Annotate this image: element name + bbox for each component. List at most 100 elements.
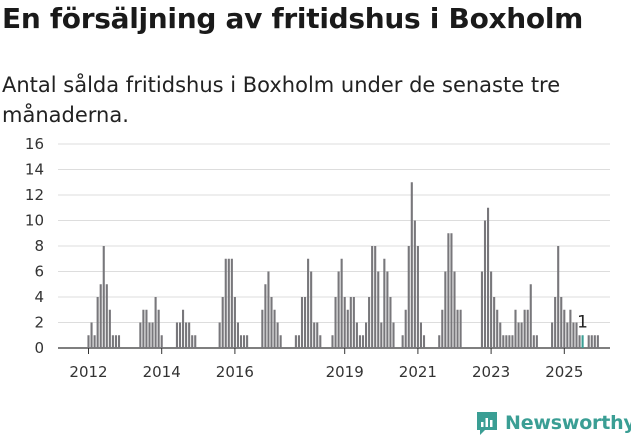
bar bbox=[331, 335, 334, 348]
bar bbox=[401, 335, 404, 348]
bar bbox=[279, 335, 282, 348]
bar bbox=[273, 309, 276, 348]
bar bbox=[102, 246, 105, 348]
bar bbox=[416, 246, 419, 348]
bar bbox=[233, 297, 236, 348]
bar bbox=[276, 322, 279, 348]
bar bbox=[554, 297, 557, 348]
bar bbox=[304, 297, 307, 348]
bar bbox=[334, 297, 337, 348]
bar bbox=[246, 335, 249, 348]
bar bbox=[340, 258, 343, 348]
bar bbox=[563, 309, 566, 348]
bar bbox=[535, 335, 538, 348]
bar bbox=[459, 309, 462, 348]
bar bbox=[114, 335, 117, 348]
bar bbox=[142, 309, 145, 348]
bar bbox=[419, 322, 422, 348]
bar bbox=[230, 258, 233, 348]
bar bbox=[294, 335, 297, 348]
bar bbox=[520, 322, 523, 348]
bar bbox=[221, 297, 224, 348]
x-tick-label: 2014 bbox=[143, 363, 181, 381]
bar bbox=[511, 335, 514, 348]
bar bbox=[383, 258, 386, 348]
bar bbox=[185, 322, 188, 348]
bar bbox=[505, 335, 508, 348]
x-tick-label: 2023 bbox=[472, 363, 510, 381]
bar bbox=[575, 322, 578, 348]
bar bbox=[578, 335, 581, 348]
bar bbox=[374, 246, 377, 348]
bar bbox=[224, 258, 227, 348]
bar bbox=[560, 297, 563, 348]
bar bbox=[444, 271, 447, 348]
bar bbox=[87, 335, 90, 348]
bar bbox=[361, 335, 365, 348]
bar bbox=[490, 271, 493, 348]
bar bbox=[182, 309, 185, 348]
axis-labels: 0 2 4 6 8 10 12 14 16 2012 2014 2016 2019 2021 2023 202… bbox=[25, 135, 588, 381]
bar bbox=[523, 309, 526, 348]
bar bbox=[413, 220, 416, 348]
bar bbox=[358, 335, 361, 348]
bar bbox=[590, 335, 593, 348]
bar bbox=[145, 309, 148, 348]
bar bbox=[596, 335, 599, 348]
bar bbox=[99, 284, 102, 348]
bar bbox=[517, 322, 520, 348]
bar bbox=[422, 335, 426, 348]
bar bbox=[261, 309, 264, 348]
bar bbox=[410, 182, 413, 348]
bar bbox=[526, 309, 529, 348]
bar bbox=[117, 335, 121, 348]
bar bbox=[352, 297, 355, 348]
bar-chart: 0 2 4 6 8 10 12 14 16 2012 2014 2016 2019 2021 2023 202… bbox=[25, 135, 610, 381]
bar bbox=[343, 297, 346, 348]
bar bbox=[270, 297, 273, 348]
x-tick-label: 2016 bbox=[216, 363, 254, 381]
y-tick-label: 14 bbox=[25, 161, 44, 179]
bar bbox=[389, 297, 392, 348]
brand-logo: Newsworthy bbox=[475, 408, 631, 438]
bar bbox=[487, 207, 490, 348]
bar bbox=[319, 335, 322, 348]
bar bbox=[365, 322, 368, 348]
x-tick-label: 2025 bbox=[545, 363, 583, 381]
bar bbox=[108, 309, 111, 348]
bar bbox=[508, 335, 511, 348]
bars bbox=[87, 182, 599, 348]
bar bbox=[218, 322, 221, 348]
bar bbox=[188, 322, 191, 348]
bar bbox=[456, 309, 459, 348]
bar bbox=[371, 246, 374, 348]
chart-title: En försäljning av fritidshus i Boxholm bbox=[2, 2, 584, 35]
y-tick-label: 12 bbox=[25, 186, 44, 204]
bar bbox=[148, 322, 151, 348]
bar bbox=[386, 271, 389, 348]
highlight-value-label: 1 bbox=[577, 312, 588, 332]
brand-name: Newsworthy bbox=[505, 412, 631, 434]
bar bbox=[239, 335, 243, 348]
x-tick-label: 2012 bbox=[69, 363, 107, 381]
bar bbox=[111, 335, 114, 348]
bar bbox=[154, 297, 157, 348]
y-tick-label: 0 bbox=[34, 339, 44, 357]
bar bbox=[572, 322, 575, 348]
bar bbox=[587, 335, 590, 348]
bar bbox=[407, 246, 410, 348]
bar bbox=[569, 309, 572, 348]
bar bbox=[194, 335, 197, 348]
bar bbox=[227, 258, 230, 348]
bar bbox=[499, 322, 502, 348]
bar bbox=[529, 284, 532, 348]
bar bbox=[447, 233, 450, 348]
bar bbox=[300, 297, 304, 348]
bar bbox=[450, 233, 453, 348]
y-tick-label: 6 bbox=[34, 263, 44, 281]
bar bbox=[349, 297, 352, 348]
bar bbox=[178, 322, 182, 348]
bar bbox=[453, 271, 456, 348]
bar bbox=[90, 322, 93, 348]
highlight-bar bbox=[581, 335, 584, 348]
